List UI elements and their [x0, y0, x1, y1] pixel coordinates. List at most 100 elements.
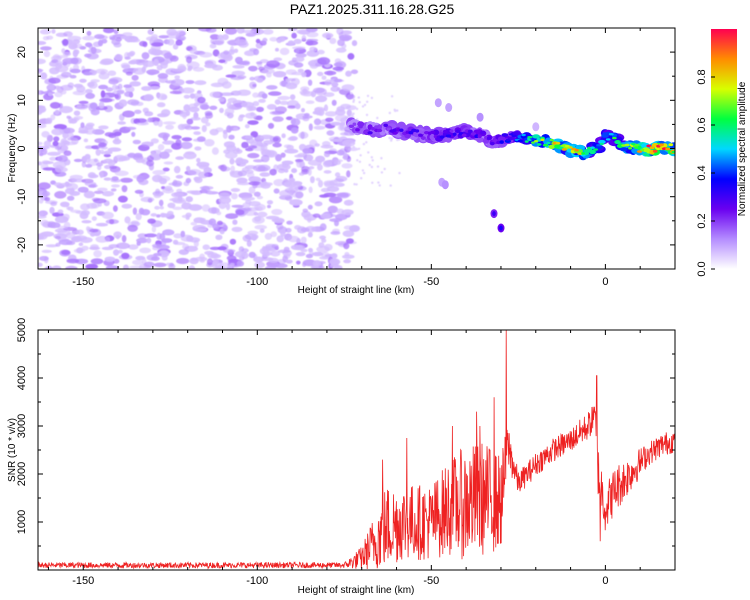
noise-blob [84, 89, 93, 94]
noise-blob [287, 187, 294, 195]
noise-blob [197, 96, 206, 104]
noise-blob [324, 70, 337, 76]
noise-blob [283, 180, 297, 188]
noise-blob [227, 259, 238, 263]
y-tick-label: 3000 [16, 414, 28, 438]
noise-blob [65, 265, 78, 269]
noise-blob [139, 40, 147, 47]
noise-blob [244, 50, 256, 57]
signal-blob [358, 125, 363, 129]
noise-blob [320, 213, 332, 220]
noise-blob [129, 265, 144, 269]
noise-blob [295, 191, 304, 199]
noise-dot [351, 143, 354, 147]
signal-blob [449, 129, 454, 133]
noise-blob [179, 112, 189, 118]
noise-blob [235, 157, 244, 163]
noise-blob [55, 32, 68, 37]
noise-blob [135, 158, 146, 163]
noise-blob [256, 61, 263, 65]
noise-blob [231, 204, 245, 208]
noise-blob [188, 265, 196, 269]
noise-blob [153, 58, 159, 66]
noise-blob [317, 179, 324, 188]
noise-blob [95, 148, 101, 156]
noise-blob [231, 226, 243, 233]
noise-blob [85, 164, 93, 168]
noise-blob [85, 92, 95, 99]
noise-blob [52, 140, 59, 147]
noise-blob [321, 75, 327, 80]
noise-blob [151, 174, 163, 183]
signal-blob [599, 142, 604, 146]
noise-blob [307, 204, 313, 210]
noise-blob [151, 225, 157, 233]
noise-blob [123, 84, 132, 88]
noise-blob [186, 118, 194, 125]
noise-blob [50, 201, 57, 206]
signal-blob [505, 138, 510, 141]
noise-blob [186, 61, 200, 69]
noise-blob [201, 185, 211, 193]
noise-blob [313, 125, 326, 130]
noise-blob [183, 151, 197, 160]
noise-dot [370, 96, 374, 100]
noise-blob [38, 182, 51, 190]
noise-blob [150, 213, 158, 217]
noise-dot [352, 98, 356, 102]
signal-blob [470, 132, 477, 136]
noise-blob [172, 68, 186, 72]
noise-blob [309, 46, 317, 52]
noise-blob [118, 99, 128, 107]
noise-blob [42, 191, 51, 197]
noise-blob [86, 30, 92, 36]
noise-blob [322, 141, 331, 147]
signal-blob [399, 128, 404, 132]
noise-blob [111, 38, 121, 46]
noise-blob [315, 95, 328, 103]
noise-dot [366, 100, 369, 104]
noise-blob [312, 213, 321, 218]
noise-blob [302, 208, 309, 213]
noise-blob [156, 214, 161, 218]
noise-blob [248, 251, 256, 259]
signal-blob [565, 144, 570, 148]
signal-blob [602, 132, 608, 135]
noise-blob [295, 103, 301, 110]
noise-blob [270, 250, 281, 257]
signal-blob [546, 141, 551, 145]
noise-blob [38, 58, 46, 65]
noise-blob [307, 79, 313, 86]
spectrogram-signal-blobs [346, 98, 675, 233]
noise-blob [285, 227, 292, 233]
noise-blob [295, 252, 306, 257]
signal-blob [581, 152, 586, 155]
noise-blob [244, 135, 254, 140]
noise-blob [147, 117, 153, 123]
noise-blob [248, 181, 261, 186]
noise-blob [64, 188, 75, 195]
noise-blob [323, 104, 329, 112]
noise-blob [39, 29, 52, 35]
noise-blob [287, 40, 295, 46]
noise-blob [343, 225, 353, 230]
noise-blob [253, 191, 261, 197]
noise-blob [303, 113, 310, 117]
noise-blob [174, 75, 180, 80]
signal-blob [594, 145, 603, 150]
noise-blob [90, 79, 100, 83]
noise-blob [274, 99, 281, 105]
noise-dot [396, 138, 399, 142]
noise-blob [225, 28, 237, 35]
noise-blob [270, 231, 278, 238]
noise-blob [348, 147, 359, 152]
noise-blob [209, 43, 217, 49]
noise-blob [54, 235, 61, 240]
noise-blob [347, 53, 355, 60]
signal-blob [502, 133, 508, 136]
noise-blob [38, 90, 41, 95]
noise-blob [235, 56, 243, 64]
noise-blob [189, 257, 199, 265]
side-feature-core [499, 225, 503, 231]
noise-blob [262, 37, 268, 43]
